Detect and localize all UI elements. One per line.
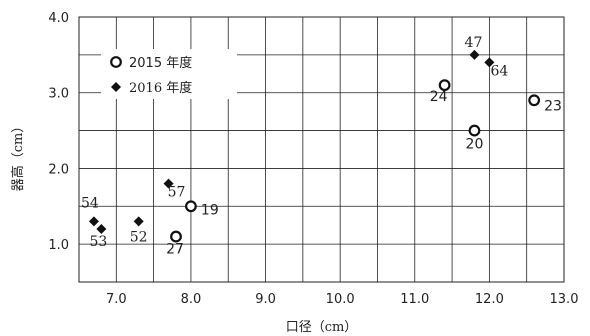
x-tick-label: 8.0 [181, 292, 202, 307]
legend-entry-1: 2015 年度 [129, 55, 192, 71]
point-label-23: 23 [544, 98, 562, 114]
x-tick-label: 7.0 [106, 292, 127, 307]
point-label-24: 24 [430, 89, 448, 105]
legend-marker-1 [110, 56, 122, 68]
tick-labels: 7.0 8.0 9.0 10.0 11.0 12.0 13.0 1.0 2.0 3.0 4.0 [48, 11, 578, 307]
y-tick-label: 4.0 [48, 11, 69, 26]
data-point-64 [484, 57, 495, 68]
data-point-19 [185, 200, 197, 213]
x-tick-label: 11.0 [400, 292, 429, 307]
data-point-54 [88, 216, 99, 227]
data-point-52 [133, 216, 144, 227]
point-label-47: 47 [465, 35, 483, 51]
y-tick-label: 1.0 [48, 238, 69, 253]
data-point-53 [96, 224, 107, 234]
legend-entry-2: 2016 年度 [129, 80, 192, 96]
y-tick-label: 3.0 [48, 87, 69, 102]
point-label-52: 52 [130, 229, 148, 245]
data-point-47 [469, 49, 480, 60]
y-tick-label: 2.0 [48, 162, 69, 177]
data-point-24 [438, 79, 451, 92]
point-label-19: 19 [201, 202, 219, 218]
legend-marker-2 [111, 82, 121, 92]
data-point-23 [528, 94, 541, 107]
point-labels: 19 27 24 20 23 57 52 54 53 47 64 [81, 35, 562, 258]
data-point-27 [170, 230, 182, 243]
plot-frame [78, 16, 565, 283]
point-label-57: 57 [168, 185, 186, 201]
point-label-27: 27 [166, 242, 184, 258]
legend-background [101, 49, 237, 99]
data-points [88, 49, 541, 243]
point-label-53: 53 [89, 234, 107, 250]
legend: 2015 年度 2016 年度 [101, 49, 237, 99]
point-label-54: 54 [81, 195, 99, 211]
data-point-57 [163, 178, 174, 189]
point-label-20: 20 [466, 137, 484, 153]
x-tick-label: 10.0 [326, 292, 355, 307]
x-tick-label: 12.0 [475, 292, 504, 307]
data-point-20 [468, 124, 481, 137]
x-tick-label: 13.0 [550, 292, 579, 307]
x-axis-label: 口径（cm） [286, 320, 358, 335]
point-label-64: 64 [490, 63, 508, 79]
y-axis-label: 器高（cm） [10, 120, 26, 192]
x-tick-label: 9.0 [255, 292, 276, 307]
